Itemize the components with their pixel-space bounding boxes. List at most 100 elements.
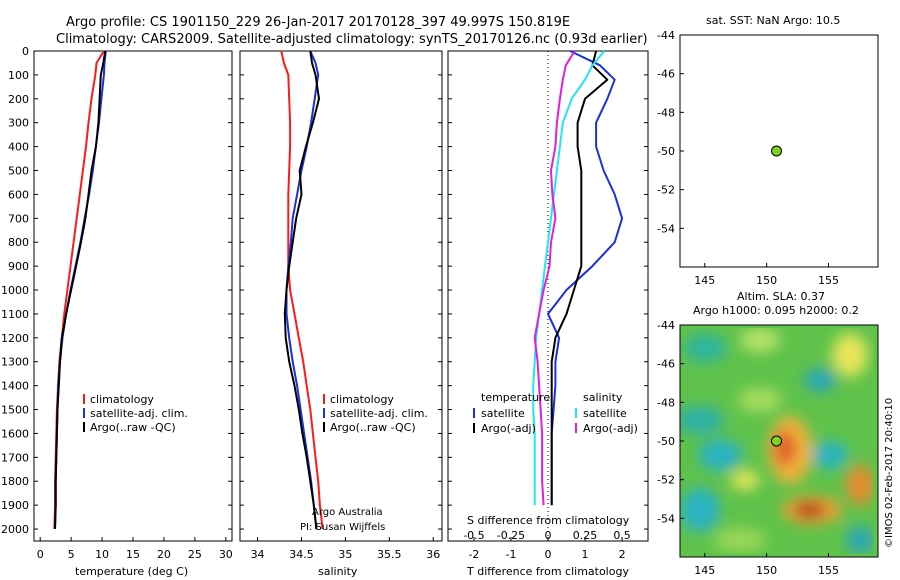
argo-location-marker bbox=[771, 435, 783, 447]
x-tick-label: 36 bbox=[426, 548, 440, 561]
x-tick-label: 1 bbox=[582, 548, 589, 561]
map-x-tick-label: 155 bbox=[818, 564, 839, 577]
series-line bbox=[547, 50, 624, 506]
x-tick-label: 0 bbox=[37, 548, 44, 561]
depth-tick-label: 1400 bbox=[1, 380, 29, 393]
sla-map-subtitle: Argo h1000: 0.095 h2000: 0.2 bbox=[693, 304, 859, 317]
series-line bbox=[54, 50, 107, 530]
salinity-panel-frame bbox=[239, 50, 443, 542]
t-difference-axis-label: T difference from climatology bbox=[466, 565, 629, 578]
series-line bbox=[533, 50, 576, 506]
temperature-panel-frame bbox=[33, 50, 233, 542]
x-tick-label: 0 bbox=[545, 548, 552, 561]
depth-tick-label: 1500 bbox=[1, 404, 29, 417]
depth-tick-label: 800 bbox=[8, 236, 29, 249]
x-tick-label: 35 bbox=[338, 548, 352, 561]
credit-line2: PI: Susan Wijffels bbox=[300, 522, 385, 533]
x-tick-label: -2 bbox=[468, 548, 479, 561]
x-tick-label: 30 bbox=[219, 548, 233, 561]
x2-tick-label: -0.25 bbox=[497, 529, 525, 542]
s-difference-axis-label: S difference from climatology bbox=[467, 514, 630, 527]
map-x-tick-label: 145 bbox=[694, 564, 715, 577]
x2-tick-label: -0.5 bbox=[463, 529, 484, 542]
map-y-tick-label: -44 bbox=[657, 29, 675, 42]
figure-title-line2: Climatology: CARS2009. Satellite-adjuste… bbox=[56, 32, 648, 47]
salinity-chart: 34 34.5 35 35.5 36 climatologysatellite-adj. … bbox=[240, 50, 442, 561]
depth-tick-label: 1200 bbox=[1, 332, 29, 345]
map-y-tick-label: -52 bbox=[657, 184, 675, 197]
depth-tick-label: 300 bbox=[8, 117, 29, 130]
map-y-tick-label: -48 bbox=[657, 106, 675, 119]
map-y-tick-label: -52 bbox=[657, 474, 675, 487]
x-tick-label: 34.5 bbox=[289, 548, 314, 561]
map-y-tick-label: -46 bbox=[657, 358, 675, 371]
legend-label: climatology bbox=[330, 393, 394, 406]
legend-label: satellite-adj. clim. bbox=[330, 407, 428, 420]
legend-label: Argo(..raw -QC) bbox=[90, 421, 176, 434]
series-line bbox=[53, 50, 105, 530]
temperature-axis-label: temperature (deg C) bbox=[75, 565, 188, 578]
map-y-tick-label: -54 bbox=[657, 222, 675, 235]
map-y-tick-label: -50 bbox=[657, 145, 675, 158]
map-x-tick-label: 155 bbox=[818, 274, 839, 287]
legend-heading: temperature bbox=[481, 391, 550, 404]
series-line bbox=[550, 50, 609, 506]
depth-tick-label: 1600 bbox=[1, 427, 29, 440]
depth-tick-label: 200 bbox=[8, 93, 29, 106]
figure-title-line1: Argo profile: CS 1901150_229 26-Jan-2017… bbox=[66, 15, 570, 30]
legend-label: Argo(-adj) bbox=[583, 422, 638, 435]
sla-map-axes: 145 150 155 -44 -46 -48 -50 -52 -54 bbox=[657, 319, 839, 577]
depth-tick-label: 1900 bbox=[1, 499, 29, 512]
imos-watermark: ©IMOS 02-Feb-2017 20:40:10 bbox=[884, 398, 895, 548]
x-tick-label: 35.5 bbox=[377, 548, 402, 561]
map-y-tick-label: -50 bbox=[657, 435, 675, 448]
x-tick-label: 25 bbox=[188, 548, 202, 561]
depth-tick-label: 2000 bbox=[1, 523, 29, 536]
legend-label: Argo(..raw -QC) bbox=[330, 421, 416, 434]
legend-label: satellite bbox=[583, 407, 627, 420]
map-x-tick-label: 150 bbox=[756, 274, 777, 287]
depth-tick-label: 100 bbox=[8, 69, 29, 82]
x-tick-label: 20 bbox=[157, 548, 171, 561]
legend-heading: salinity bbox=[583, 391, 623, 404]
argo-location-marker bbox=[771, 145, 783, 157]
depth-tick-label: 700 bbox=[8, 212, 29, 225]
depth-tick-label: 0 bbox=[22, 45, 29, 58]
x-tick-label: 10 bbox=[95, 548, 109, 561]
depth-tick-label: 900 bbox=[8, 260, 29, 273]
sla-heatmap-blobs bbox=[680, 328, 874, 554]
depth-tick-label: 1300 bbox=[1, 356, 29, 369]
map-y-tick-label: -48 bbox=[657, 396, 675, 409]
map-y-tick-label: -44 bbox=[657, 319, 675, 332]
credit-line1: Argo Australia bbox=[312, 507, 383, 518]
map-y-tick-label: -46 bbox=[657, 68, 675, 81]
x-tick-label: 34 bbox=[251, 548, 265, 561]
location-map-title: sat. SST: NaN Argo: 10.5 bbox=[706, 14, 840, 27]
depth-tick-label: 400 bbox=[8, 141, 29, 154]
legend-label: satellite bbox=[481, 407, 525, 420]
x-tick-label: 5 bbox=[68, 548, 75, 561]
legend-label: satellite-adj. clim. bbox=[90, 407, 188, 420]
depth-tick-label: 600 bbox=[8, 188, 29, 201]
location-map: 145 150 155 -44 -46 -48 -50 -52 -54 bbox=[657, 29, 839, 287]
depth-tick-label: 1800 bbox=[1, 475, 29, 488]
depth-tick-label: 500 bbox=[8, 165, 29, 178]
x2-tick-label: 0.25 bbox=[573, 529, 598, 542]
x2-tick-label: 0.5 bbox=[613, 529, 631, 542]
depth-tick-label: 1100 bbox=[1, 308, 29, 321]
depth-axis: 0 100 200 300 400 500 600 700 800 900 1000 1100 1200… bbox=[1, 45, 29, 536]
map-x-tick-label: 145 bbox=[694, 274, 715, 287]
map-y-tick-label: -54 bbox=[657, 512, 675, 525]
difference-chart: -2-1012-0.5-0.2500.250.5temperaturesalin… bbox=[448, 50, 648, 561]
x-tick-label: 15 bbox=[126, 548, 140, 561]
depth-tick-label: 1700 bbox=[1, 451, 29, 464]
series-line bbox=[532, 50, 606, 506]
series-line bbox=[280, 50, 324, 530]
salinity-axis-label: salinity bbox=[318, 565, 358, 578]
sla-map-title: Altim. SLA: 0.37 bbox=[737, 290, 825, 303]
x-tick-label: 2 bbox=[619, 548, 626, 561]
legend-label: Argo(-adj) bbox=[481, 422, 536, 435]
